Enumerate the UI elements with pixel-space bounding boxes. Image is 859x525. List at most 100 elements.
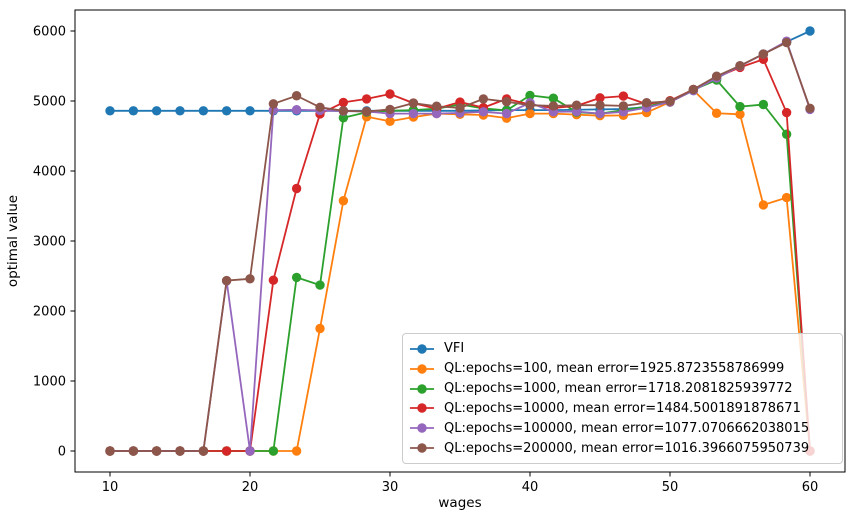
data-point: [781, 192, 792, 203]
data-point: [291, 91, 302, 101]
data-point: [501, 97, 512, 107]
data-point: [735, 101, 745, 112]
x-axis-label: wages: [438, 495, 481, 511]
legend-label: QL:epochs=10000, mean error=1484.5001891…: [444, 400, 801, 416]
data-point: [385, 89, 395, 99]
data-point: [245, 446, 255, 456]
x-tick-label: 40: [522, 480, 539, 495]
data-point: [268, 99, 279, 109]
data-point: [198, 106, 209, 116]
y-axis-label: optimal value: [5, 195, 21, 287]
x-tick-label: 60: [802, 480, 819, 495]
data-point: [245, 274, 255, 284]
legend-label: QL:epochs=1000, mean error=1718.20818259…: [444, 381, 793, 397]
y-tick-label: 0: [58, 445, 66, 460]
legend: VFI QL:epochs=100, mean error=1925.872355…: [402, 333, 843, 464]
legend-dot: [417, 443, 427, 453]
data-point: [198, 446, 209, 456]
data-point: [641, 98, 652, 108]
y-tick-label: 1000: [33, 375, 66, 390]
legend-marker: [410, 344, 434, 354]
data-point: [291, 183, 302, 194]
data-point: [805, 26, 815, 36]
data-point: [595, 100, 605, 110]
data-point: [315, 102, 325, 113]
y-tick-label: 2000: [33, 305, 66, 320]
data-point: [315, 280, 325, 290]
data-point: [595, 93, 605, 103]
data-point: [478, 107, 489, 117]
data-point: [758, 200, 769, 210]
data-point: [175, 446, 185, 456]
y-tick-label: 6000: [33, 25, 66, 40]
legend-dot: [417, 403, 427, 414]
legend-dot: [417, 364, 427, 374]
data-point: [525, 100, 535, 110]
data-point: [758, 99, 769, 110]
data-point: [385, 104, 395, 115]
data-point: [595, 108, 605, 119]
series-ql-5: [105, 37, 815, 456]
data-point: [618, 101, 629, 111]
data-point: [291, 272, 302, 283]
data-point: [151, 446, 162, 456]
data-point: [478, 94, 489, 104]
data-point: [361, 106, 372, 117]
data-point: [735, 60, 745, 71]
data-point: [105, 446, 115, 456]
legend-label: QL:epochs=100000, mean error=1077.070666…: [444, 420, 810, 436]
y-tick-label: 3000: [33, 235, 66, 250]
data-point: [548, 93, 559, 103]
data-point: [315, 323, 325, 334]
x-axis-ticks: 10 20 30 40 50 60: [102, 472, 819, 495]
legend-marker: [410, 423, 434, 433]
data-point: [548, 101, 559, 111]
legend-label: QL:epochs=200000, mean error=1016.396607…: [444, 440, 810, 456]
data-point: [781, 129, 792, 139]
x-tick-label: 20: [242, 480, 259, 495]
data-point: [618, 91, 629, 101]
data-point: [431, 108, 442, 119]
data-point: [805, 103, 815, 114]
legend-item: QL:epochs=200000, mean error=1016.396607…: [409, 438, 834, 458]
legend-item: QL:epochs=100, mean error=1925.872355878…: [409, 359, 834, 379]
x-tick-label: 50: [662, 480, 679, 495]
data-point: [338, 106, 349, 116]
data-point: [431, 101, 442, 111]
data-point: [665, 96, 675, 107]
y-axis-ticks: 0 1000 2000 3000 4000 5000 6000: [33, 25, 75, 460]
data-point: [758, 49, 769, 59]
data-point: [291, 105, 302, 115]
legend-label: VFI: [444, 341, 465, 357]
data-point: [338, 196, 349, 206]
data-point: [291, 446, 302, 456]
legend-dot: [417, 383, 427, 394]
legend-item: QL:epochs=1000, mean error=1718.20818259…: [409, 379, 834, 399]
data-point: [501, 108, 512, 119]
legend-marker: [410, 364, 434, 374]
data-point: [221, 275, 232, 286]
legend-marker: [410, 443, 434, 453]
data-point: [781, 107, 792, 118]
data-point: [221, 446, 232, 456]
data-point: [338, 97, 349, 108]
data-point: [268, 446, 279, 456]
data-point: [361, 94, 372, 104]
data-point: [385, 116, 395, 127]
data-point: [711, 108, 722, 118]
legend-dot: [417, 423, 427, 433]
data-point: [221, 106, 232, 116]
data-point: [525, 90, 535, 101]
data-point: [151, 106, 162, 116]
data-point: [781, 37, 792, 48]
legend-item: VFI: [409, 339, 834, 359]
x-tick-label: 30: [382, 480, 399, 495]
y-tick-label: 4000: [33, 165, 66, 180]
y-tick-label: 5000: [33, 95, 66, 110]
data-point: [128, 106, 139, 116]
data-point: [408, 108, 419, 119]
legend-item: QL:epochs=10000, mean error=1484.5001891…: [409, 398, 834, 418]
data-point: [735, 109, 745, 120]
